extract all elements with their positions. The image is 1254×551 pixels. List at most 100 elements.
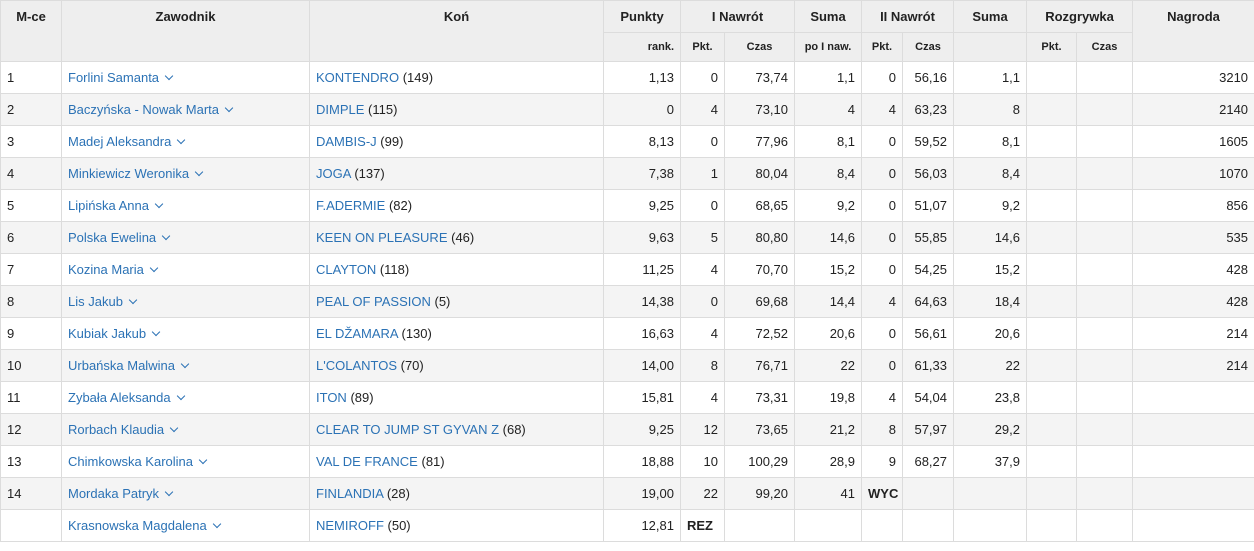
- horse-cell: JOGA (137): [309, 157, 604, 190]
- chevron-down-icon[interactable]: [177, 135, 186, 145]
- rider-cell: Lipińska Anna: [61, 189, 310, 222]
- rider-link[interactable]: Zybała Aleksanda: [68, 390, 185, 405]
- prize-cell: [1132, 413, 1254, 446]
- rider-link[interactable]: Madej Aleksandra: [68, 134, 186, 149]
- rider-link[interactable]: Lipińska Anna: [68, 198, 164, 213]
- horse-link[interactable]: KEEN ON PLEASURE: [316, 230, 448, 245]
- table-row: 1 Forlini Samanta KONTENDRO (149) 1,13 0 73,7…: [0, 61, 1254, 94]
- horse-link[interactable]: ITON: [316, 390, 347, 405]
- chevron-down-icon[interactable]: [194, 167, 204, 177]
- rider-link[interactable]: Minkiewicz Weronika: [68, 166, 204, 181]
- position-cell: 4: [0, 157, 62, 190]
- rider-link[interactable]: Lis Jakub: [68, 294, 138, 309]
- chevron-down-icon[interactable]: [198, 455, 208, 465]
- sum2-cell: 9,2: [953, 189, 1028, 222]
- rider-link[interactable]: Polska Ewelina: [68, 230, 171, 245]
- sum1-value: 20,6: [829, 326, 856, 341]
- header-sum2[interactable]: Suma: [953, 0, 1028, 33]
- horse-number: (50): [387, 518, 411, 533]
- horse-link[interactable]: EL DŽAMARA: [316, 326, 398, 341]
- points-cell: 14,00: [603, 349, 681, 382]
- header-round1: I Nawrót: [679, 0, 796, 33]
- position-value: 8: [7, 294, 15, 309]
- chevron-down-icon[interactable]: [169, 423, 179, 433]
- sum2-cell: [953, 509, 1028, 542]
- chevron-down-icon[interactable]: [224, 103, 234, 113]
- position-value: 7: [7, 262, 15, 277]
- rider-name: Chimkowska Karolina: [68, 454, 193, 469]
- jumpoff-time-cell: [1076, 349, 1134, 382]
- chevron-down-icon[interactable]: [164, 487, 174, 497]
- table-row: 7 Kozina Maria CLAYTON (118) 11,25 4 70,70 15,…: [0, 253, 1254, 286]
- round1-pts-cell: 4: [680, 253, 725, 286]
- rider-cell: Lis Jakub: [61, 285, 310, 318]
- header-sum1[interactable]: Suma: [794, 0, 863, 33]
- table-row: 8 Lis Jakub PEAL OF PASSION (5) 14,38 0 69,68…: [0, 285, 1254, 318]
- prize-value: 856: [1226, 198, 1249, 213]
- position-cell: 11: [0, 381, 62, 414]
- position-value: 5: [7, 198, 15, 213]
- horse-link[interactable]: JOGA: [316, 166, 351, 181]
- horse-link[interactable]: PEAL OF PASSION: [316, 294, 431, 309]
- round2-time-value: 55,85: [914, 230, 948, 245]
- horse-link[interactable]: DIMPLE: [316, 102, 365, 117]
- header-points[interactable]: Punkty: [603, 0, 681, 33]
- horse-link[interactable]: NEMIROFF: [316, 518, 384, 533]
- header-round2-pts[interactable]: Pkt.: [861, 32, 904, 62]
- rider-link[interactable]: Chimkowska Karolina: [68, 454, 208, 469]
- round1-time-value: 73,65: [755, 422, 789, 437]
- chevron-down-icon[interactable]: [149, 263, 159, 273]
- rider-link[interactable]: Urbańska Malwina: [68, 358, 190, 373]
- chevron-down-icon[interactable]: [154, 199, 164, 209]
- position-value: 9: [7, 326, 15, 341]
- chevron-down-icon[interactable]: [161, 231, 171, 241]
- position-value: 10: [7, 358, 22, 373]
- rider-link[interactable]: Baczyńska - Nowak Marta: [68, 102, 234, 117]
- chevron-down-icon[interactable]: [180, 359, 190, 369]
- header-round1-time[interactable]: Czas: [723, 32, 796, 62]
- horse-link[interactable]: F.ADERMIE: [316, 198, 386, 213]
- rider-link[interactable]: Krasnowska Magdalena: [68, 518, 221, 533]
- rider-link[interactable]: Kubiak Jakub: [68, 326, 161, 341]
- rider-cell: Polska Ewelina: [61, 221, 310, 254]
- horse-link[interactable]: DAMBIS-J: [316, 134, 377, 149]
- round1-time-cell: 76,71: [723, 349, 796, 382]
- rider-link[interactable]: Mordaka Patryk: [68, 486, 174, 501]
- table-row: 9 Kubiak Jakub EL DŽAMARA (130) 16,63 4 72,52…: [0, 317, 1254, 350]
- header-prize[interactable]: Nagroda: [1132, 0, 1254, 62]
- header-round2-time[interactable]: Czas: [902, 32, 955, 62]
- chevron-down-icon[interactable]: [128, 295, 138, 305]
- header-horse[interactable]: Koń: [309, 0, 604, 62]
- horse-cell: FINLANDIA (28): [309, 477, 604, 510]
- position-value: 6: [7, 230, 15, 245]
- round1-time-cell: 77,96: [723, 125, 796, 158]
- jumpoff-time-cell: [1076, 381, 1134, 414]
- horse-link[interactable]: L'COLANTOS: [316, 358, 397, 373]
- round2-pts-cell: 4: [861, 381, 904, 414]
- chevron-down-icon[interactable]: [212, 519, 221, 529]
- sum2-value: 18,4: [994, 294, 1021, 309]
- header-rider[interactable]: Zawodnik: [61, 0, 310, 62]
- chevron-down-icon[interactable]: [151, 327, 161, 337]
- header-round1-pts[interactable]: Pkt.: [680, 32, 725, 62]
- horse-link[interactable]: CLAYTON: [316, 262, 377, 277]
- rider-link[interactable]: Forlini Samanta: [68, 70, 174, 85]
- rider-link[interactable]: Kozina Maria: [68, 262, 159, 277]
- header-jumpoff-pts[interactable]: Pkt.: [1026, 32, 1078, 62]
- horse-link[interactable]: VAL DE FRANCE: [316, 454, 418, 469]
- horse-link[interactable]: KONTENDRO: [316, 70, 400, 85]
- horse-link[interactable]: FINLANDIA: [316, 486, 384, 501]
- round1-pts-cell: 0: [680, 61, 725, 94]
- sum1-value: 9,2: [836, 198, 856, 213]
- round2-time-cell: 61,33: [902, 349, 955, 382]
- chevron-down-icon[interactable]: [164, 71, 174, 81]
- rider-link[interactable]: Rorbach Klaudia: [68, 422, 179, 437]
- header-position[interactable]: M-ce: [0, 0, 62, 62]
- sum2-value: 20,6: [994, 326, 1021, 341]
- round2-time-value: 51,07: [914, 198, 948, 213]
- round1-time-value: 69,68: [755, 294, 789, 309]
- horse-link[interactable]: CLEAR TO JUMP ST GYVAN Z: [316, 422, 500, 437]
- points-cell: 19,00: [603, 477, 681, 510]
- chevron-down-icon[interactable]: [176, 391, 185, 401]
- header-jumpoff-time[interactable]: Czas: [1076, 32, 1134, 62]
